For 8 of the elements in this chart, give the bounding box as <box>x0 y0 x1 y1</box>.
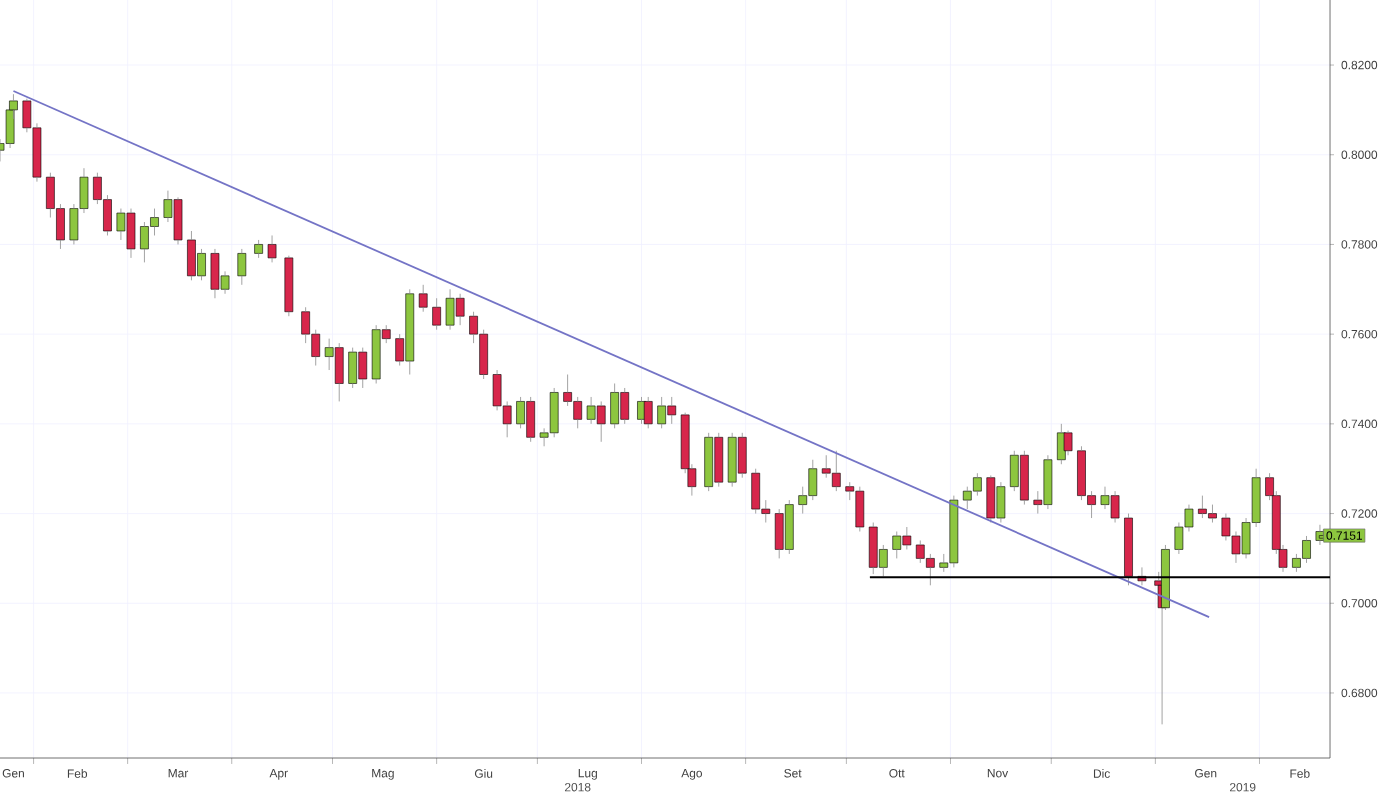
candlestick <box>267 235 277 263</box>
candlestick <box>418 284 428 313</box>
candlestick <box>254 239 263 259</box>
candlestick <box>284 255 294 317</box>
candlestick <box>237 248 247 286</box>
candlestick <box>432 297 441 331</box>
candlestick <box>1063 430 1073 456</box>
candlestick <box>643 396 653 429</box>
